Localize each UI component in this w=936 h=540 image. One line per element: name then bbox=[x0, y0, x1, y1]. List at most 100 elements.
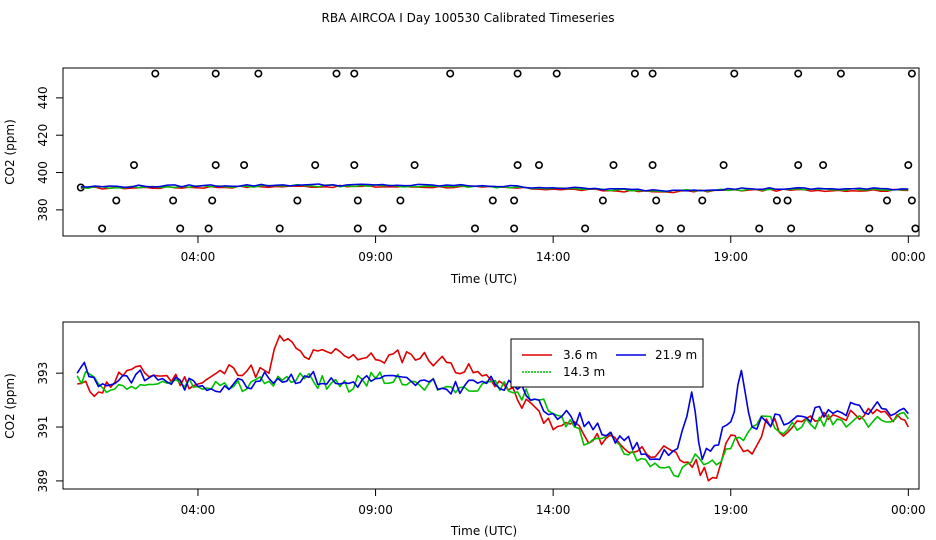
top-y-axis: 380 400 420 440 bbox=[36, 86, 63, 221]
top-data-point bbox=[581, 224, 590, 233]
top-data-point bbox=[208, 196, 217, 205]
bottom-x-tick-label: 14:00 bbox=[536, 503, 571, 517]
top-data-point bbox=[293, 196, 302, 205]
top-data-point bbox=[151, 69, 160, 78]
bottom-x-tick-label: 19:00 bbox=[713, 503, 748, 517]
legend-box bbox=[510, 338, 704, 388]
bottom-plot-frame bbox=[62, 321, 920, 490]
top-data-point bbox=[783, 196, 792, 205]
top-data-point bbox=[911, 224, 920, 233]
bottom-plot-content bbox=[76, 334, 910, 482]
top-data-point bbox=[169, 196, 178, 205]
top-data-point bbox=[719, 161, 728, 170]
top-x-tick-label: 00:00 bbox=[891, 250, 926, 264]
top-data-point bbox=[609, 161, 618, 170]
bottom-y-axis-label: CO2 (ppm) bbox=[3, 373, 17, 439]
top-data-point bbox=[598, 196, 607, 205]
top-data-point bbox=[410, 161, 419, 170]
top-data-point bbox=[353, 196, 362, 205]
top-data-point bbox=[211, 161, 220, 170]
top-data-point bbox=[332, 69, 341, 78]
top-x-tick-label: 09:00 bbox=[358, 250, 393, 264]
top-x-tick-label: 14:00 bbox=[536, 250, 571, 264]
top-data-point bbox=[311, 161, 320, 170]
top-data-point bbox=[240, 161, 249, 170]
top-data-point bbox=[655, 224, 664, 233]
bottom-y-tick-label: 393 bbox=[36, 362, 50, 385]
top-data-point bbox=[794, 161, 803, 170]
top-data-point bbox=[275, 224, 284, 233]
top-plot-content bbox=[76, 69, 920, 233]
top-data-point bbox=[510, 196, 519, 205]
top-data-point bbox=[470, 224, 479, 233]
bottom-panel: 04:00 09:00 14:00 19:00 00:00 389 391 393 Time… bbox=[3, 321, 926, 538]
top-x-axis: 04:00 09:00 14:00 19:00 00:00 bbox=[181, 236, 926, 264]
top-data-point bbox=[755, 224, 764, 233]
top-data-point bbox=[513, 161, 522, 170]
top-data-point bbox=[865, 224, 874, 233]
top-data-point bbox=[787, 224, 796, 233]
top-y-axis-label: CO2 (ppm) bbox=[3, 119, 17, 185]
top-data-point bbox=[396, 196, 405, 205]
bottom-x-tick-label: 09:00 bbox=[358, 503, 393, 517]
top-y-tick-label: 380 bbox=[36, 198, 50, 221]
top-x-axis-label: Time (UTC) bbox=[450, 272, 517, 286]
top-y-tick-label: 400 bbox=[36, 161, 50, 184]
bottom-series-line-14-3-m bbox=[76, 370, 909, 478]
top-data-point bbox=[112, 196, 121, 205]
top-x-tick-label: 19:00 bbox=[713, 250, 748, 264]
top-data-point bbox=[488, 196, 497, 205]
top-data-point bbox=[819, 161, 828, 170]
top-data-point bbox=[378, 224, 387, 233]
top-data-point bbox=[176, 224, 185, 233]
top-data-point bbox=[648, 161, 657, 170]
legend-label-3-6m: 3.6 m bbox=[563, 348, 598, 362]
top-data-point bbox=[353, 224, 362, 233]
top-data-point bbox=[648, 69, 657, 78]
top-series-line-21-9-m bbox=[80, 183, 909, 192]
bottom-y-tick-label: 389 bbox=[36, 469, 50, 492]
bottom-y-tick-label: 391 bbox=[36, 416, 50, 439]
top-data-point bbox=[904, 161, 913, 170]
bottom-x-axis: 04:00 09:00 14:00 19:00 00:00 bbox=[181, 489, 926, 517]
chart-title: RBA AIRCOA I Day 100530 Calibrated Times… bbox=[322, 11, 615, 25]
top-x-tick-label: 04:00 bbox=[181, 250, 216, 264]
top-data-point bbox=[882, 196, 891, 205]
top-data-point bbox=[630, 69, 639, 78]
bottom-series-line-21-9-m bbox=[76, 361, 909, 461]
top-data-point bbox=[907, 69, 916, 78]
top-data-point bbox=[254, 69, 263, 78]
top-panel: 04:00 09:00 14:00 19:00 00:00 380 400 420 440 T… bbox=[3, 67, 926, 286]
legend-label-14-3m: 14.3 m bbox=[563, 365, 605, 379]
top-y-tick-label: 420 bbox=[36, 124, 50, 147]
top-data-point bbox=[211, 69, 220, 78]
top-y-tick-label: 440 bbox=[36, 86, 50, 109]
top-data-point bbox=[552, 69, 561, 78]
top-data-point bbox=[907, 196, 916, 205]
bottom-y-axis: 389 391 393 bbox=[36, 362, 63, 492]
top-data-point bbox=[698, 196, 707, 205]
top-data-point bbox=[510, 224, 519, 233]
top-data-point bbox=[772, 196, 781, 205]
bottom-x-tick-label: 00:00 bbox=[891, 503, 926, 517]
top-plot-frame bbox=[62, 67, 920, 237]
top-data-point bbox=[130, 161, 139, 170]
top-data-point bbox=[98, 224, 107, 233]
bottom-x-tick-label: 04:00 bbox=[181, 503, 216, 517]
top-data-point bbox=[446, 69, 455, 78]
bottom-x-axis-label: Time (UTC) bbox=[450, 524, 517, 538]
bottom-series-line-3-6-m bbox=[77, 334, 910, 482]
top-data-point bbox=[730, 69, 739, 78]
legend-label-21-9m: 21.9 m bbox=[655, 348, 697, 362]
top-data-point bbox=[652, 196, 661, 205]
top-data-point bbox=[350, 69, 359, 78]
top-data-point bbox=[676, 224, 685, 233]
top-data-point bbox=[350, 161, 359, 170]
legend: 3.6 m 21.9 m 14.3 m bbox=[510, 338, 704, 388]
top-data-point bbox=[534, 161, 543, 170]
top-data-point bbox=[513, 69, 522, 78]
top-data-point bbox=[794, 69, 803, 78]
top-data-point bbox=[836, 69, 845, 78]
top-data-point bbox=[204, 224, 213, 233]
